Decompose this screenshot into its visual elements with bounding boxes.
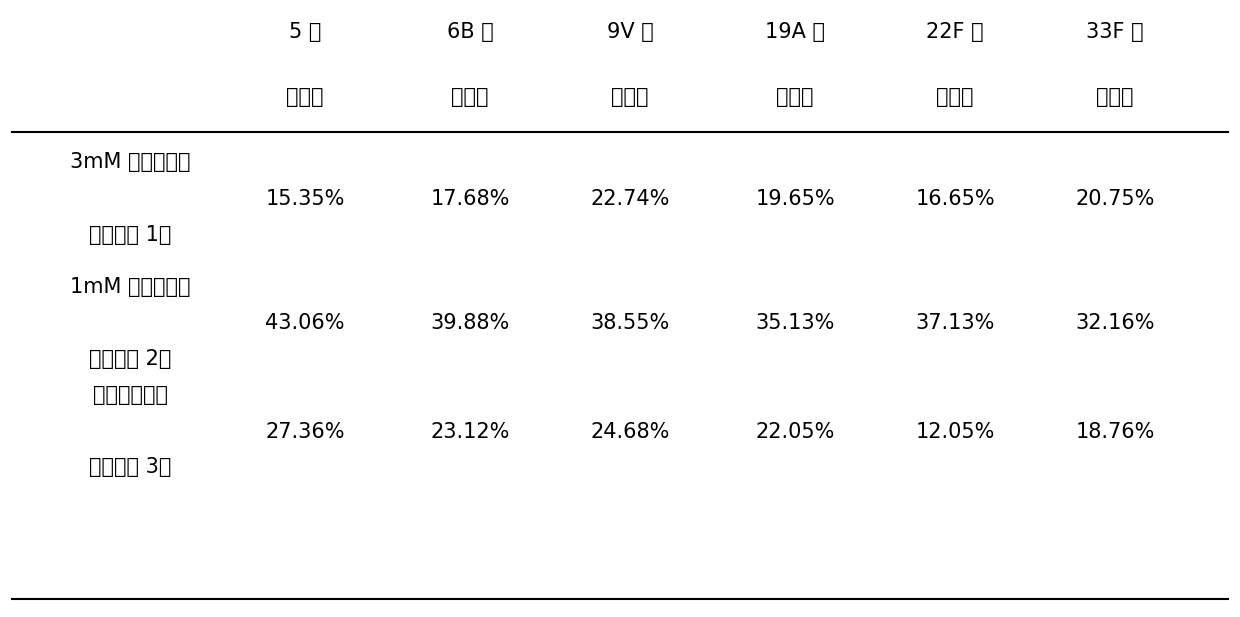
Text: 5 型: 5 型 <box>289 22 321 42</box>
Text: 回收率: 回收率 <box>1096 87 1133 107</box>
Text: 6B 型: 6B 型 <box>446 22 494 42</box>
Text: 9V 型: 9V 型 <box>606 22 653 42</box>
Text: 回收率: 回收率 <box>936 87 973 107</box>
Text: 15.35%: 15.35% <box>265 189 345 209</box>
Text: 20.75%: 20.75% <box>1075 189 1154 209</box>
Text: 23.12%: 23.12% <box>430 422 510 442</box>
Text: 19A 型: 19A 型 <box>765 22 825 42</box>
Text: 43.06%: 43.06% <box>265 313 345 333</box>
Text: （实验组 3）: （实验组 3） <box>89 457 171 477</box>
Text: 24.68%: 24.68% <box>590 422 670 442</box>
Text: 1mM 硫酸锌溶液: 1mM 硫酸锌溶液 <box>69 277 190 297</box>
Text: 22F 型: 22F 型 <box>926 22 983 42</box>
Text: 37.13%: 37.13% <box>915 313 994 333</box>
Text: 回收率: 回收率 <box>451 87 489 107</box>
Text: （实验组 2）: （实验组 2） <box>89 349 171 369</box>
Text: 回收率: 回收率 <box>611 87 649 107</box>
Text: 22.74%: 22.74% <box>590 189 670 209</box>
Text: 12.05%: 12.05% <box>915 422 994 442</box>
Text: 19.65%: 19.65% <box>755 189 835 209</box>
Text: 17.68%: 17.68% <box>430 189 510 209</box>
Text: 回收率: 回收率 <box>776 87 813 107</box>
Text: 16.65%: 16.65% <box>915 189 994 209</box>
Text: 不添加硫酸锌: 不添加硫酸锌 <box>93 385 167 405</box>
Text: 35.13%: 35.13% <box>755 313 835 333</box>
Text: 33F 型: 33F 型 <box>1086 22 1143 42</box>
Text: 39.88%: 39.88% <box>430 313 510 333</box>
Text: 18.76%: 18.76% <box>1075 422 1154 442</box>
Text: 27.36%: 27.36% <box>265 422 345 442</box>
Text: 32.16%: 32.16% <box>1075 313 1154 333</box>
Text: 3mM 硫酸锌溶液: 3mM 硫酸锌溶液 <box>69 152 190 172</box>
Text: （实验组 1）: （实验组 1） <box>89 225 171 245</box>
Text: 22.05%: 22.05% <box>755 422 835 442</box>
Text: 回收率: 回收率 <box>286 87 324 107</box>
Text: 38.55%: 38.55% <box>590 313 670 333</box>
